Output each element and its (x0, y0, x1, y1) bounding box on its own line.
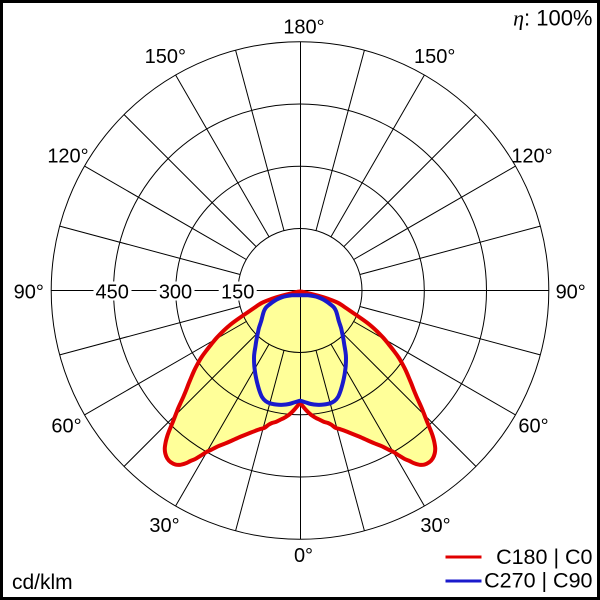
svg-text:450: 450 (96, 281, 129, 303)
svg-text:90°: 90° (14, 281, 44, 303)
svg-text:60°: 60° (518, 415, 548, 437)
svg-text:30°: 30° (420, 515, 450, 537)
svg-text:η: 100%: η: 100% (513, 5, 592, 30)
svg-text:60°: 60° (51, 415, 81, 437)
svg-text:120°: 120° (511, 145, 552, 167)
svg-text:C180 | C0: C180 | C0 (496, 545, 592, 569)
svg-text:120°: 120° (47, 145, 88, 167)
svg-text:300: 300 (159, 281, 192, 303)
svg-text:30°: 30° (149, 515, 179, 537)
svg-text:90°: 90° (556, 281, 586, 303)
svg-text:180°: 180° (283, 17, 324, 39)
svg-text:cd/klm: cd/klm (12, 571, 73, 594)
svg-text:150°: 150° (145, 46, 186, 68)
svg-text:C270 | C90: C270 | C90 (484, 569, 592, 593)
svg-text:150°: 150° (414, 46, 455, 68)
svg-text:0°: 0° (294, 545, 313, 567)
svg-text:150: 150 (221, 281, 254, 303)
